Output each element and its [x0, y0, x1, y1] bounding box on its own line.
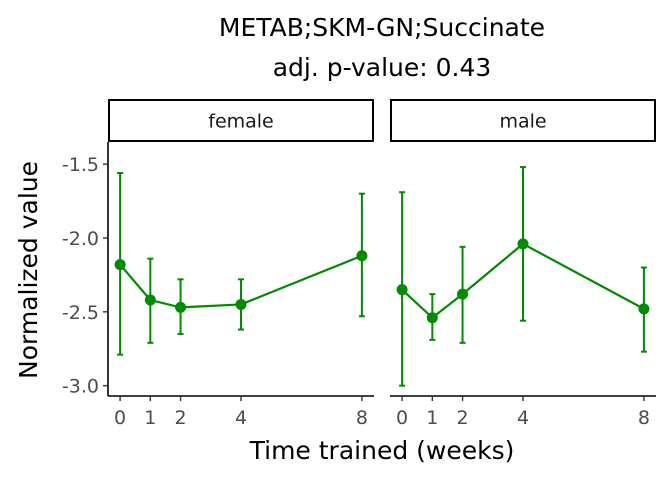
data-point [356, 250, 368, 262]
y-axis: -3.0 -2.5 -2.0 -1.5 [62, 142, 109, 398]
y-axis-title: Normalized value [14, 161, 43, 379]
y-tick-label: -1.5 [62, 154, 99, 176]
strip-label: female [208, 111, 274, 133]
x-tick-label: 8 [638, 407, 650, 429]
data-point [517, 238, 529, 250]
x-tick-label: 0 [114, 407, 126, 429]
chart-subtitle: adj. p-value: 0.43 [273, 53, 492, 82]
x-axis-title: Time trained (weeks) [249, 436, 515, 465]
data-point [396, 284, 408, 296]
y-tick-label: -2.0 [62, 228, 99, 250]
data-point [426, 312, 438, 324]
strip-box [390, 99, 656, 142]
data-point [638, 303, 650, 315]
x-tick-label: 0 [396, 407, 408, 429]
x-tick-label: 2 [174, 407, 186, 429]
x-tick-label: 1 [426, 407, 438, 429]
y-tick-label: -3.0 [62, 376, 99, 398]
data-point [175, 301, 187, 313]
x-tick-label: 1 [144, 407, 156, 429]
x-tick-label: 8 [356, 407, 368, 429]
data-point [144, 294, 156, 306]
x-tick-label: 4 [235, 407, 247, 429]
strip-box [108, 99, 374, 142]
x-tick-label: 2 [456, 407, 468, 429]
strip-label: male [499, 111, 546, 133]
data-point [457, 288, 469, 300]
data-point [235, 298, 247, 310]
chart-title: METAB;SKM-GN;Succinate [219, 13, 545, 42]
panel-male: male 0 1 2 4 8 [390, 99, 656, 429]
data-point [114, 259, 126, 271]
x-tick-label: 4 [517, 407, 529, 429]
y-tick-label: -2.5 [62, 302, 99, 324]
panel-female: female 0 1 2 4 8 [108, 99, 374, 429]
